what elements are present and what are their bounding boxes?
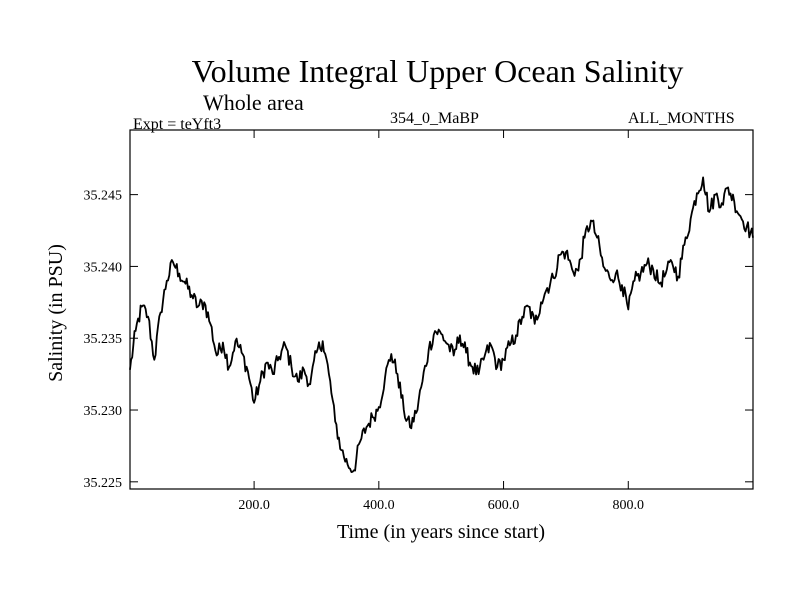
x-tick-label: 200.0 xyxy=(238,498,270,513)
x-axis-label: Time (in years since start) xyxy=(337,521,545,543)
y-tick-label: 35.235 xyxy=(84,332,123,347)
y-tick-label: 35.240 xyxy=(84,260,123,275)
x-tick-label: 800.0 xyxy=(613,498,645,513)
x-tick-label: 600.0 xyxy=(488,498,520,513)
y-tick-label: 35.225 xyxy=(84,476,123,491)
y-tick-label: 35.230 xyxy=(84,404,123,419)
x-tick-label: 400.0 xyxy=(363,498,395,513)
y-tick-label: 35.245 xyxy=(84,189,123,204)
plot-frame xyxy=(129,129,754,490)
months-label: ALL_MONTHS xyxy=(628,110,735,127)
run-id-label: 354_0_MaBP xyxy=(390,110,479,127)
x-axis-ticks: 200.0 400.0 600.0 800.0 xyxy=(238,130,644,513)
experiment-label: Expt = teYft3 xyxy=(133,116,222,133)
chart-title: Volume Integral Upper Ocean Salinity xyxy=(191,53,684,89)
y-axis-label: Salinity (in PSU) xyxy=(45,244,67,382)
salinity-series-line xyxy=(129,176,754,473)
chart-subtitle: Whole area xyxy=(203,90,304,115)
y-axis-ticks: 35.225 35.230 35.235 35.240 35.245 xyxy=(84,189,753,491)
